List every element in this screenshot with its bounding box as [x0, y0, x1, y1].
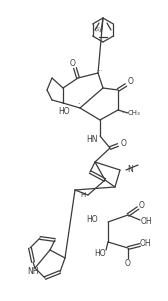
Text: O: O [139, 200, 145, 209]
Text: N: N [127, 166, 133, 175]
Text: (S): (S) [95, 27, 101, 33]
Text: HN: HN [86, 135, 98, 144]
Text: ···: ··· [97, 69, 103, 73]
Text: H: H [80, 192, 86, 198]
Text: ···: ··· [121, 110, 127, 116]
Text: O: O [121, 138, 127, 147]
Text: NH: NH [27, 268, 39, 277]
Text: OH: OH [140, 218, 152, 226]
Text: HO: HO [94, 250, 106, 259]
Text: CH₃: CH₃ [128, 110, 140, 116]
Text: HO: HO [86, 215, 98, 224]
Text: ·: · [77, 101, 79, 110]
Text: OH: OH [139, 238, 151, 247]
Text: O: O [125, 259, 131, 268]
Text: O: O [128, 77, 134, 86]
Text: O: O [70, 60, 76, 69]
Text: HO: HO [58, 107, 70, 116]
